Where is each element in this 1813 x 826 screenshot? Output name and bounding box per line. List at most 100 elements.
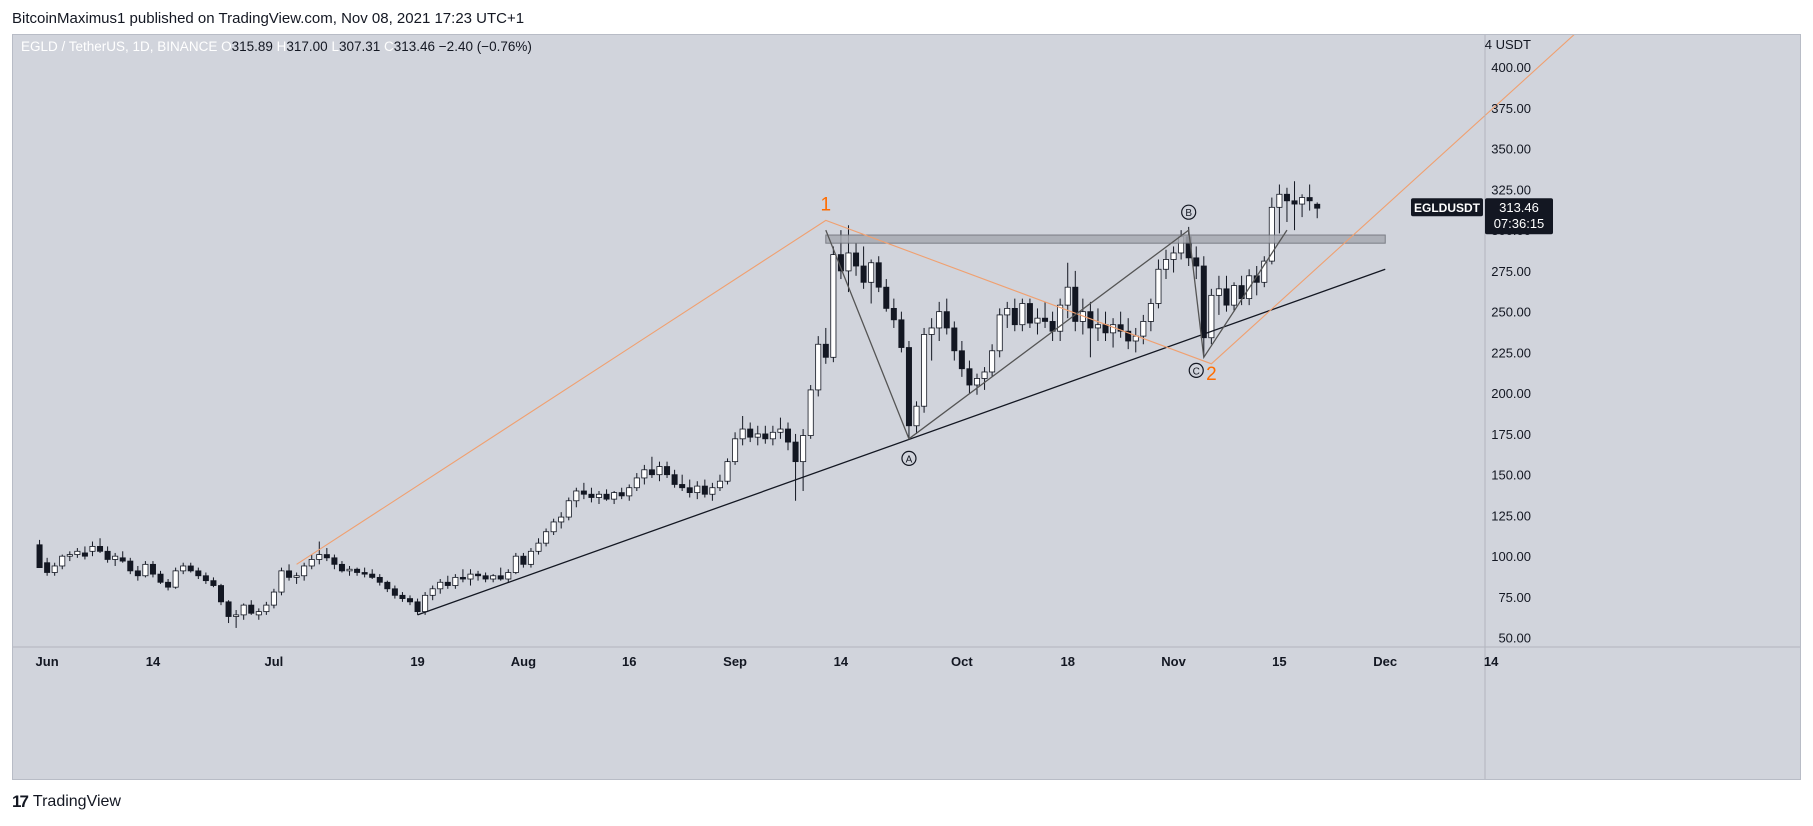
- candle-body: [974, 378, 981, 386]
- candle-body: [883, 286, 890, 309]
- candle-body: [996, 314, 1003, 352]
- candle-body: [346, 568, 353, 572]
- candle: [603, 489, 610, 501]
- candle: [898, 311, 905, 353]
- y-tick-label: 75.00: [1498, 590, 1531, 605]
- candle-body: [414, 601, 421, 613]
- candle-body: [845, 252, 852, 272]
- candle: [233, 609, 240, 628]
- candle-body: [1223, 288, 1230, 306]
- candle-body: [958, 350, 965, 370]
- candle-body: [1125, 330, 1132, 342]
- ohlc-close: 313.46: [394, 39, 439, 54]
- chart-area[interactable]: 1 2 A B C 50.00 75.00 100.00 125.00 150.00 175.00…: [12, 34, 1801, 780]
- candle: [1110, 318, 1117, 348]
- candle-body: [270, 591, 277, 606]
- candle: [467, 569, 474, 586]
- candle: [732, 432, 739, 465]
- candle-body: [406, 598, 413, 603]
- candle-body: [1147, 303, 1154, 322]
- tradingview-logo-icon: 17: [12, 792, 29, 811]
- candle: [278, 567, 285, 596]
- tradingview-logo[interactable]: 17 TradingView: [12, 792, 121, 812]
- candle-body: [505, 572, 512, 580]
- candle-body: [656, 466, 663, 476]
- resistance-zone: [825, 234, 1386, 244]
- candle: [346, 565, 353, 576]
- ohlc-label: H: [277, 39, 287, 54]
- candle-body: [853, 252, 860, 267]
- candle-body: [875, 262, 882, 288]
- candle: [762, 425, 769, 444]
- candle-body: [437, 581, 444, 590]
- x-tick-label: Oct: [951, 654, 973, 669]
- candle-body: [51, 565, 58, 573]
- candle-body: [520, 555, 527, 565]
- candle-body: [1208, 294, 1215, 339]
- candle-body: [1140, 321, 1147, 337]
- y-tick-label: 400.00: [1491, 60, 1531, 75]
- candle-body: [800, 435, 807, 463]
- candle-body: [966, 368, 973, 386]
- candle-body: [1215, 288, 1222, 296]
- candle-body: [444, 581, 451, 586]
- candle: [974, 373, 981, 395]
- candle: [429, 585, 436, 601]
- candle: [354, 567, 361, 576]
- x-tick-label: 14: [1484, 654, 1499, 669]
- candle-body: [459, 576, 466, 580]
- abc-label-text: C: [1193, 366, 1200, 377]
- candle: [36, 539, 43, 569]
- candle: [112, 552, 119, 566]
- candle: [1291, 181, 1298, 231]
- candle: [868, 259, 875, 304]
- candle-body: [286, 570, 293, 578]
- candle: [1064, 262, 1071, 319]
- candle: [286, 564, 293, 581]
- candle-body: [1299, 197, 1306, 205]
- candle-body: [308, 559, 315, 567]
- candle-body: [187, 565, 194, 572]
- y-tick-label: 150.00: [1491, 468, 1531, 483]
- candle: [1004, 301, 1011, 328]
- wave-label: 1: [821, 195, 832, 216]
- candle: [81, 546, 88, 560]
- candle: [1215, 275, 1222, 315]
- candle: [482, 572, 489, 583]
- candle: [520, 552, 527, 568]
- y-tick-label: 175.00: [1491, 427, 1531, 442]
- candle: [142, 561, 149, 578]
- candle-body: [1019, 303, 1026, 326]
- abc-label: B: [1181, 204, 1197, 220]
- candle: [1019, 298, 1026, 332]
- candle: [769, 425, 776, 446]
- candle-body: [648, 469, 655, 476]
- candle: [331, 554, 338, 570]
- candle: [1276, 184, 1283, 234]
- candle-body: [1004, 307, 1011, 316]
- candle: [527, 548, 534, 568]
- candle: [1253, 266, 1260, 296]
- price-tag-symbol-box: [1411, 198, 1483, 217]
- candle: [633, 473, 640, 491]
- candle-body: [210, 580, 217, 586]
- candle-body: [89, 546, 96, 552]
- candle-body: [97, 546, 104, 552]
- y-tick-label: 325.00: [1491, 182, 1531, 197]
- candle-body: [482, 575, 489, 580]
- candle: [51, 562, 58, 576]
- candle-body: [263, 604, 270, 613]
- candle-body: [732, 438, 739, 463]
- candle-body: [338, 563, 345, 572]
- candle-body: [822, 343, 829, 358]
- candle: [1087, 301, 1094, 358]
- candle: [611, 490, 618, 505]
- candlestick-chart[interactable]: 1 2 A B C 50.00 75.00 100.00 125.00 150.00 175.00…: [13, 35, 1800, 779]
- y-tick-label: 375.00: [1491, 101, 1531, 116]
- candle: [1011, 298, 1018, 332]
- candle-body: [868, 262, 875, 283]
- candle-body: [316, 554, 323, 560]
- candle: [263, 601, 270, 615]
- candle: [316, 541, 323, 565]
